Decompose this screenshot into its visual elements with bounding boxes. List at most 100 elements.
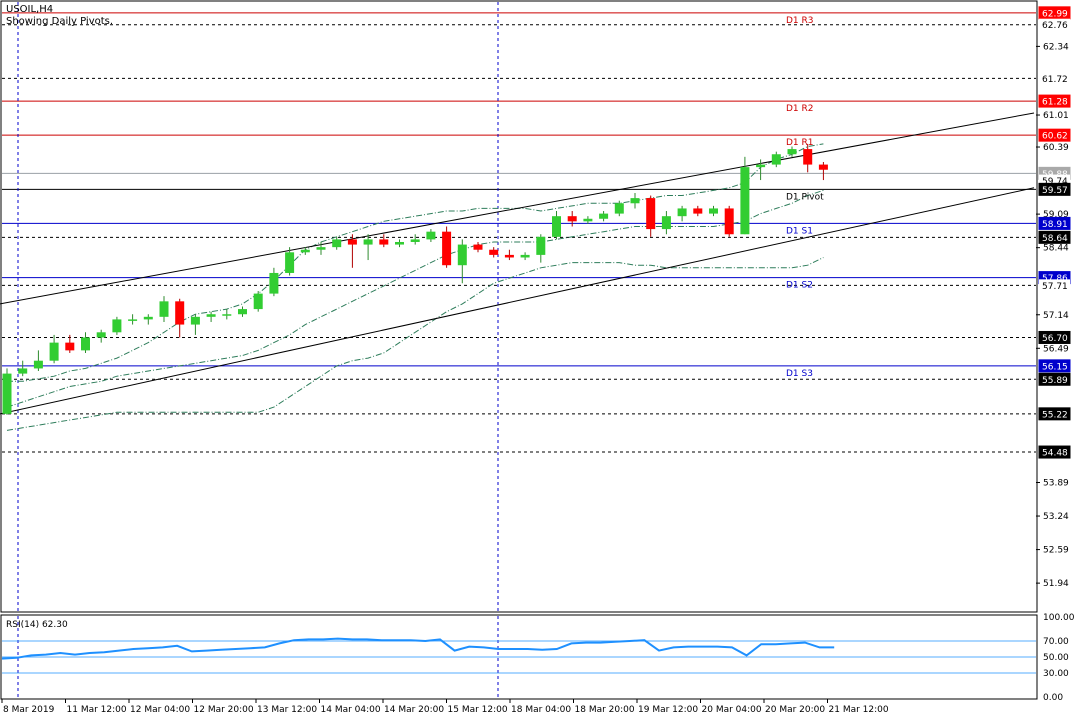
bull-candle [190, 316, 200, 325]
time-axis: 8 Mar 2019 11 Mar 12:00 12 Mar 04:00 12 Mar… [1, 699, 889, 715]
bull-candle [599, 213, 609, 219]
rsi-tick-label: 70.00 [1043, 637, 1069, 647]
bull-candle [222, 314, 232, 316]
price-label-box [1038, 407, 1071, 421]
bear-candle [803, 149, 813, 165]
bull-candle [426, 231, 436, 240]
price-label-text: 55.22 [1042, 410, 1068, 420]
time-tick-label: 14 Mar 20:00 [384, 705, 444, 715]
time-tick-label: 8 Mar 2019 [3, 705, 55, 715]
price-tick-label: 60.39 [1043, 143, 1069, 153]
rsi-tick-label: 100.00 [1043, 613, 1075, 623]
price-tick-label: 52.59 [1043, 546, 1069, 556]
bear-candle [646, 198, 656, 230]
bull-candle [630, 198, 640, 204]
bull-candle [253, 293, 263, 310]
price-tick-label: 53.24 [1043, 512, 1069, 522]
bull-candle [18, 368, 28, 374]
price-label-text: 60.62 [1042, 132, 1068, 142]
bull-candle [661, 216, 671, 230]
price-tick-label: 61.01 [1043, 111, 1069, 121]
band-lower-line [6, 257, 824, 431]
bull-candle [520, 254, 530, 258]
channel-line [0, 112, 1035, 305]
price-tick-label: 56.49 [1043, 344, 1069, 354]
pivot-name-label: D1 Pivot [786, 192, 824, 202]
price-label-box [1039, 18, 1070, 31]
price-label-text: 56.15 [1042, 362, 1068, 372]
price-label-text: 54.48 [1042, 449, 1068, 459]
rsi-tick-label: 30.00 [1043, 669, 1069, 679]
bull-candle [112, 319, 122, 333]
time-tick-label: 12 Mar 04:00 [130, 705, 190, 715]
rsi-tick-label: 50.00 [1043, 653, 1069, 663]
price-label-box [1039, 72, 1070, 85]
bear-candle [473, 244, 483, 250]
rsi-line [1, 637, 835, 660]
price-label-text: 59.74 [1042, 177, 1068, 187]
pivot-name-labels: D1 R3 D1 R2 D1 R1 D1 Pivot D1 S1 D1 S2 D1 S3 [786, 16, 824, 379]
main-plot-frame [0, 0, 1038, 613]
bear-candle [489, 249, 499, 255]
trend-channel [0, 112, 1035, 415]
bull-candle [410, 239, 420, 242]
pivot-name-label: D1 R1 [786, 138, 814, 148]
price-label-text: 58.91 [1042, 220, 1068, 230]
bull-candle [128, 319, 138, 321]
bear-candle [724, 208, 734, 235]
bull-candle [536, 236, 546, 255]
price-label-text: 56.70 [1042, 334, 1068, 344]
price-label-text: 55.89 [1042, 376, 1068, 386]
price-label-box [1038, 128, 1071, 142]
price-label-text: 62.76 [1042, 21, 1068, 31]
bull-candle [300, 249, 310, 253]
pivot-name-label: D1 S2 [786, 281, 813, 291]
bear-candle [567, 216, 577, 222]
price-label-text: 61.28 [1042, 98, 1068, 108]
price-label-text: 59.57 [1042, 186, 1068, 196]
bear-candle [504, 254, 514, 258]
bull-candle [2, 373, 12, 414]
rsi-label: RSI(14) 62.30 [6, 620, 68, 630]
bear-candle [442, 231, 452, 266]
chart-subtitle: Showing Daily Pivots. [6, 16, 113, 27]
price-tick-label: 57.14 [1043, 311, 1069, 321]
bull-candle [143, 316, 153, 320]
price-label-box [1038, 330, 1071, 344]
chart-symbol-label: USOIL,H4 [6, 4, 53, 15]
pivot-name-label: D1 R2 [786, 104, 814, 114]
price-label-box [1039, 279, 1070, 292]
bull-candle [771, 154, 781, 165]
bear-candle [65, 342, 75, 351]
time-tick-label: 19 Mar 12:00 [638, 705, 698, 715]
bull-candle [677, 208, 687, 217]
bull-candle [395, 241, 404, 245]
bull-candle [316, 247, 326, 250]
price-tick-label: 62.34 [1043, 42, 1069, 52]
price-label-box [1038, 372, 1071, 386]
bull-candle [614, 203, 624, 214]
price-label-text: 57.86 [1042, 274, 1068, 284]
band-middle-line [6, 189, 824, 408]
pivot-name-label: D1 R3 [786, 16, 814, 26]
time-tick-label: 18 Mar 20:00 [575, 705, 635, 715]
price-label-text: 62.99 [1042, 9, 1068, 19]
price-label-box [1038, 359, 1071, 373]
pivot-name-label: D1 S1 [786, 226, 813, 236]
bear-candle [379, 239, 389, 245]
time-tick-label: 20 Mar 04:00 [702, 705, 762, 715]
horizontal-levels [2, 12, 1036, 453]
bear-candle [175, 301, 185, 325]
bull-candle [740, 167, 750, 235]
time-tick-label: 11 Mar 12:00 [67, 705, 127, 715]
bull-candle [33, 360, 43, 369]
bull-candle [159, 301, 169, 317]
rsi-panel: 100.00 70.00 50.00 30.00 0.00 RSI(14) 62.30 [1, 613, 1075, 703]
channel-line [0, 187, 1035, 415]
rsi-plot-frame [0, 614, 1038, 700]
bull-candle [332, 239, 342, 248]
price-tick-label: 59.09 [1043, 210, 1069, 220]
bull-candle [709, 208, 718, 214]
